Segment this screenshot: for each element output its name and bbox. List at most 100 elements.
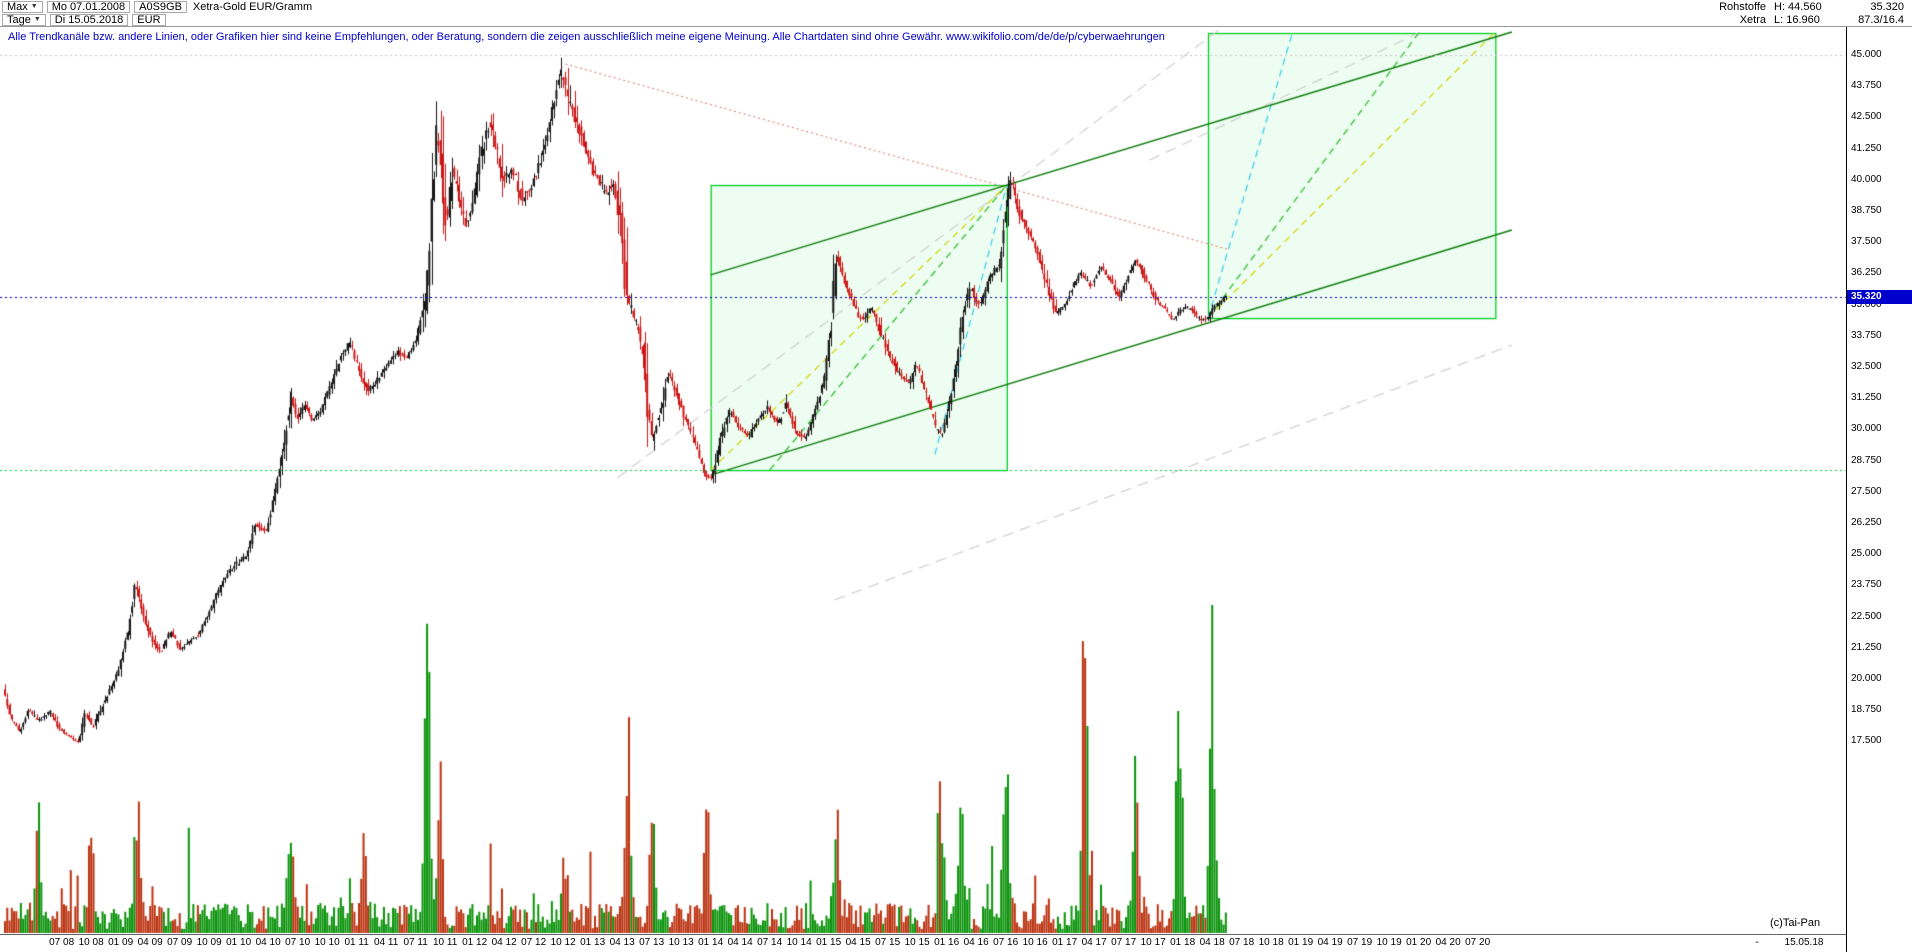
alltime-high-label: H: 44.560 (1774, 0, 1822, 13)
time-axis-label: 01 20 (1406, 937, 1432, 948)
price-axis-label: 32.500 (1851, 361, 1882, 372)
time-axis-label: 07 17 (1111, 937, 1137, 948)
price-axis-label: 28.750 (1851, 454, 1882, 466)
price-axis-label: 45.000 (1851, 49, 1882, 60)
time-axis-label: 04 10 (255, 937, 281, 948)
price-axis-label: 40.000 (1851, 173, 1882, 185)
time-axis-label: 07 19 (1347, 937, 1373, 948)
time-axis-label: 10 18 (1258, 937, 1284, 948)
time-axis-label: 07 09 (167, 937, 193, 948)
performance-value: 87.3/16.4 (1858, 13, 1904, 26)
wkn-field[interactable]: A0S9GB (134, 0, 187, 13)
time-axis-label: 07 11 (403, 937, 428, 948)
date-from-field[interactable]: Mo 07.01.2008 (46, 0, 131, 13)
price-axis-label: 21.250 (1851, 641, 1882, 653)
price-axis-label: 17.500 (1851, 735, 1882, 747)
time-axis-label: 10 09 (196, 937, 222, 948)
time-axis-label: 07 14 (757, 937, 783, 948)
price-axis-label: 35.000 (1851, 298, 1882, 310)
alltime-low-label: L: 16.960 (1774, 13, 1820, 26)
time-axis-label: 01 10 (226, 937, 252, 948)
price-axis-label: 42.500 (1851, 111, 1882, 123)
time-axis-label: 04 19 (1317, 937, 1343, 948)
time-axis: 07 08 10 08 01 09 04 09 07 09 10 09 01 10 04 10… (0, 934, 1846, 952)
time-axis-label: 04 14 (727, 937, 753, 948)
chevron-down-icon: ▼ (30, 3, 38, 10)
time-axis-label: 07 20 (1465, 937, 1491, 948)
time-axis-label: 10 10 (314, 937, 340, 948)
range-selector-label: Max (7, 0, 28, 13)
time-axis-label: 07 10 (285, 937, 311, 948)
time-axis-label: 07 13 (639, 937, 665, 948)
time-axis-label: 01 14 (698, 937, 724, 948)
header-row-1: Max ▼ Mo 07.01.2008 A0S9GB Xetra-Gold EU… (0, 0, 1912, 13)
header-row-2: Tage ▼ Di 15.05.2018 EUR Xetra L: 16.960… (0, 13, 1912, 26)
last-price-tag: 35.320 (1847, 289, 1912, 304)
price-axis-label: 22.500 (1851, 610, 1882, 622)
time-axis-label: 04 15 (845, 937, 871, 948)
time-axis-label: 07 18 (1229, 937, 1255, 948)
price-axis-label: 18.750 (1851, 704, 1882, 716)
time-axis-label: 07 15 (875, 937, 901, 948)
last-price-value: 35.320 (1870, 0, 1904, 13)
price-axis-label: 26.250 (1851, 517, 1882, 528)
time-axis-label: 01 16 (934, 937, 960, 948)
time-axis-label: 01 18 (1170, 937, 1196, 948)
price-axis-label: 36.250 (1851, 267, 1882, 279)
range-selector[interactable]: Max ▼ (2, 0, 43, 13)
price-axis-label: 25.000 (1851, 548, 1882, 560)
chart-header: Max ▼ Mo 07.01.2008 A0S9GB Xetra-Gold EU… (0, 0, 1912, 27)
time-axis-label: 10 19 (1376, 937, 1402, 948)
period-selector-label: Tage (7, 13, 31, 26)
exchange-label: Xetra (1739, 13, 1766, 26)
price-axis-label: 43.750 (1851, 80, 1882, 92)
time-axis-label: 04 13 (609, 937, 635, 948)
time-axis-label: 01 09 (108, 937, 134, 948)
price-axis: 45.000 43.750 42.500 41.250 40.000 38.750 37.5… (1846, 0, 1912, 952)
time-axis-label: 01 13 (580, 937, 606, 948)
time-axis-label: 15.05.18 (1784, 937, 1824, 948)
price-axis-label: 20.000 (1851, 673, 1882, 684)
period-selector[interactable]: Tage ▼ (2, 13, 46, 26)
time-axis-label: 04 09 (137, 937, 163, 948)
price-axis-label: 23.750 (1851, 579, 1882, 591)
price-axis-label: 31.250 (1851, 392, 1882, 404)
currency-field[interactable]: EUR (132, 13, 166, 26)
time-axis-label: 01 15 (816, 937, 842, 948)
time-axis-label: 04 16 (963, 937, 989, 948)
time-axis-label: 10 13 (668, 937, 694, 948)
time-axis-label: 01 17 (1052, 937, 1078, 948)
time-axis-label: 04 18 (1199, 937, 1225, 948)
time-axis-label: 01 12 (462, 937, 488, 948)
time-axis-label: 10 17 (1140, 937, 1166, 948)
price-axis-label: 30.000 (1851, 423, 1882, 435)
time-axis-label: 04 12 (491, 937, 517, 948)
price-chart-canvas[interactable] (0, 0, 1846, 952)
time-axis-label: 10 12 (550, 937, 576, 948)
chevron-down-icon: ▼ (33, 16, 41, 23)
price-axis-label: 38.750 (1851, 205, 1882, 216)
time-axis-label: 04 20 (1435, 937, 1461, 948)
time-axis-label: 04 17 (1081, 937, 1107, 948)
time-axis-label: 10 11 (432, 937, 458, 948)
date-to-field[interactable]: Di 15.05.2018 (49, 13, 129, 26)
price-axis-label: 41.250 (1851, 142, 1882, 154)
price-axis-label: 33.750 (1851, 329, 1882, 341)
time-axis-label: 01 11 (344, 937, 369, 948)
time-axis-label: 10 08 (78, 937, 104, 948)
time-axis-label: - (1755, 937, 1759, 948)
price-axis-label: 27.500 (1851, 485, 1882, 497)
time-axis-label: 10 15 (904, 937, 930, 948)
copyright-label: (c)Tai-Pan (1770, 917, 1821, 929)
time-axis-label: 07 12 (521, 937, 547, 948)
time-axis-label: 07 16 (993, 937, 1019, 948)
category-label: Rohstoffe (1719, 0, 1766, 13)
time-axis-label: 10 16 (1022, 937, 1048, 948)
instrument-title: Xetra-Gold EUR/Gramm (192, 0, 313, 13)
time-axis-label: 04 11 (373, 937, 399, 948)
time-axis-label: 01 19 (1288, 937, 1314, 948)
disclaimer-text: Alle Trendkanäle bzw. andere Linien, ode… (8, 31, 1165, 43)
price-axis-label: 37.500 (1851, 236, 1882, 248)
time-axis-label: 10 14 (786, 937, 812, 948)
